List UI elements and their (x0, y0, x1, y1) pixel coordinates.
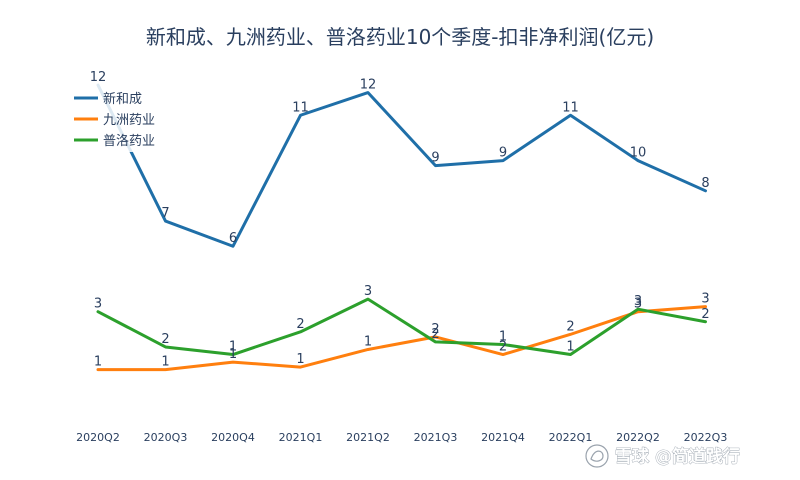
series-line-0 (96, 83, 707, 248)
data-label: 3 (364, 284, 372, 299)
data-label: 1 (229, 347, 237, 362)
data-label: 3 (634, 297, 642, 312)
data-label: 12 (90, 70, 107, 85)
data-label: 12 (360, 78, 377, 93)
chart-title: 新和成、九洲药业、普洛药业10个季度-扣非净利润(亿元) (146, 25, 654, 49)
data-label: 1 (364, 334, 372, 349)
watermark: 雪球 @简道践行 (585, 444, 740, 468)
data-label: 11 (292, 100, 309, 115)
snowball-logo-icon (585, 444, 609, 468)
data-label: 1 (566, 340, 574, 355)
data-label: 1 (94, 355, 102, 370)
legend-item-label: 九洲药业 (103, 113, 155, 128)
legend-item-label: 普洛药业 (103, 134, 155, 149)
x-axis: 2020Q2 2020Q3 2020Q4 2021Q1 2021Q2 2021Q3 2021… (76, 431, 727, 444)
x-tick-label: 2021Q2 (346, 431, 390, 444)
data-label: 3 (701, 292, 709, 307)
data-label: 1 (229, 340, 237, 355)
data-label: 6 (229, 231, 237, 246)
data-label: 1 (161, 355, 169, 370)
data-label: 1 (296, 352, 304, 367)
x-tick-label: 2020Q3 (144, 431, 188, 444)
series-line-1 (96, 305, 707, 372)
watermark-text: 雪球 @简道践行 (615, 446, 740, 467)
data-label: 10 (630, 146, 647, 161)
data-label: 7 (161, 206, 169, 221)
x-tick-label: 2022Q1 (549, 431, 593, 444)
data-label: 3 (94, 297, 102, 312)
x-tick-label: 2021Q4 (481, 431, 525, 444)
x-tick-label: 2022Q2 (616, 431, 660, 444)
data-label: 2 (161, 332, 169, 347)
data-label: 9 (499, 146, 507, 161)
data-label: 8 (701, 176, 709, 191)
x-tick-label: 2022Q3 (684, 431, 728, 444)
data-label: 2 (566, 319, 574, 334)
series-layer (96, 83, 707, 372)
data-label: 2 (431, 322, 439, 337)
data-label: 9 (431, 151, 439, 166)
x-tick-label: 2021Q1 (279, 431, 323, 444)
data-label: 3 (634, 294, 642, 309)
data-label: 2 (431, 327, 439, 342)
series-line-2 (96, 297, 707, 357)
data-label: 2 (499, 340, 507, 355)
data-label: 1 (499, 329, 507, 344)
x-tick-label: 2021Q3 (414, 431, 458, 444)
x-tick-label: 2020Q4 (211, 431, 255, 444)
data-label: 2 (701, 307, 709, 322)
data-label: 11 (562, 100, 579, 115)
x-tick-label: 2020Q2 (76, 431, 120, 444)
legend-item-label: 新和成 (103, 91, 142, 107)
data-label: 2 (296, 317, 304, 332)
